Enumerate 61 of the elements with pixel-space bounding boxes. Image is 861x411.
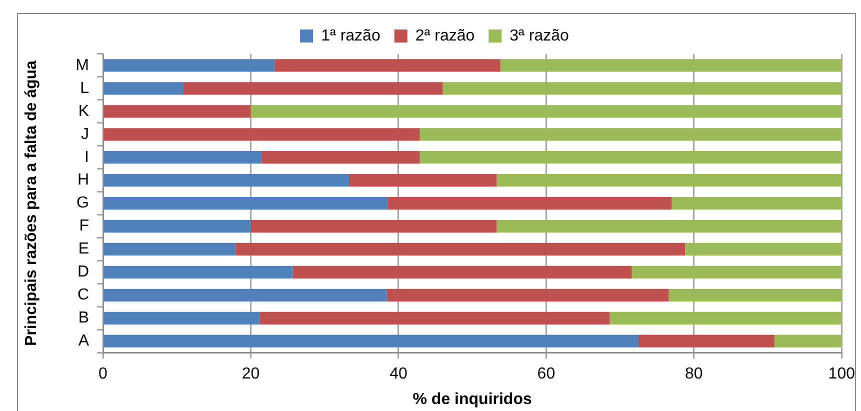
- x-tick-label: 80: [685, 366, 703, 383]
- bar: [610, 312, 842, 324]
- bar: [104, 128, 420, 141]
- bar: [260, 312, 610, 324]
- x-tick-label: 40: [390, 366, 408, 383]
- y-tick-label: H: [77, 172, 89, 189]
- x-tick-label: 100: [828, 366, 856, 383]
- bar: [104, 174, 349, 187]
- bar: [420, 151, 842, 164]
- bar: [104, 288, 387, 302]
- y-tick-label: E: [78, 240, 89, 258]
- y-tick-label: J: [81, 126, 89, 143]
- bar: [638, 334, 774, 348]
- x-axis-title: % de inquiridos: [412, 390, 532, 408]
- bar: [685, 242, 842, 256]
- y-axis-title: Principais razões para a falta de água: [23, 60, 40, 346]
- bar: [668, 288, 842, 302]
- legend-label: 1ª razão: [321, 27, 380, 44]
- bar: [261, 151, 420, 164]
- x-tick-label: 60: [537, 366, 556, 383]
- bar: [442, 82, 842, 95]
- x-tick-label: 20: [242, 366, 260, 383]
- bar: [387, 196, 672, 210]
- y-tick-label: B: [78, 310, 89, 327]
- bar: [420, 128, 842, 141]
- bar: [250, 105, 842, 118]
- legend-label: 3ª razão: [510, 27, 570, 44]
- y-tick-label: L: [80, 80, 90, 97]
- bar: [386, 288, 669, 302]
- y-tick-label: F: [79, 218, 90, 235]
- bar: [104, 59, 274, 72]
- bar: [104, 334, 639, 348]
- y-tick-label: C: [77, 286, 89, 304]
- bar: [250, 220, 497, 233]
- bar: [104, 220, 251, 233]
- bar: [774, 334, 842, 348]
- y-tick-label: G: [76, 194, 89, 212]
- legend-label: 2ª razão: [415, 27, 475, 44]
- bar: [104, 196, 388, 210]
- y-tick-label: K: [78, 102, 90, 120]
- bar: [496, 174, 842, 187]
- bar: [292, 266, 632, 279]
- bar: [104, 242, 236, 256]
- bar: [672, 196, 842, 210]
- bar: [104, 266, 293, 279]
- bar: [184, 82, 443, 95]
- bar: [104, 312, 260, 324]
- x-tick-label: 0: [98, 366, 108, 383]
- bar: [274, 59, 500, 72]
- y-tick-label: I: [84, 148, 89, 166]
- bar: [496, 220, 842, 233]
- bar: [500, 59, 842, 72]
- y-tick-label: M: [76, 56, 89, 74]
- bar: [348, 174, 497, 187]
- y-tick-label: A: [78, 332, 90, 350]
- bar: [235, 242, 686, 256]
- bar: [632, 266, 842, 279]
- bar: [104, 82, 184, 95]
- y-tick-label: D: [77, 264, 89, 281]
- bar: [104, 151, 262, 164]
- bar: [104, 105, 251, 118]
